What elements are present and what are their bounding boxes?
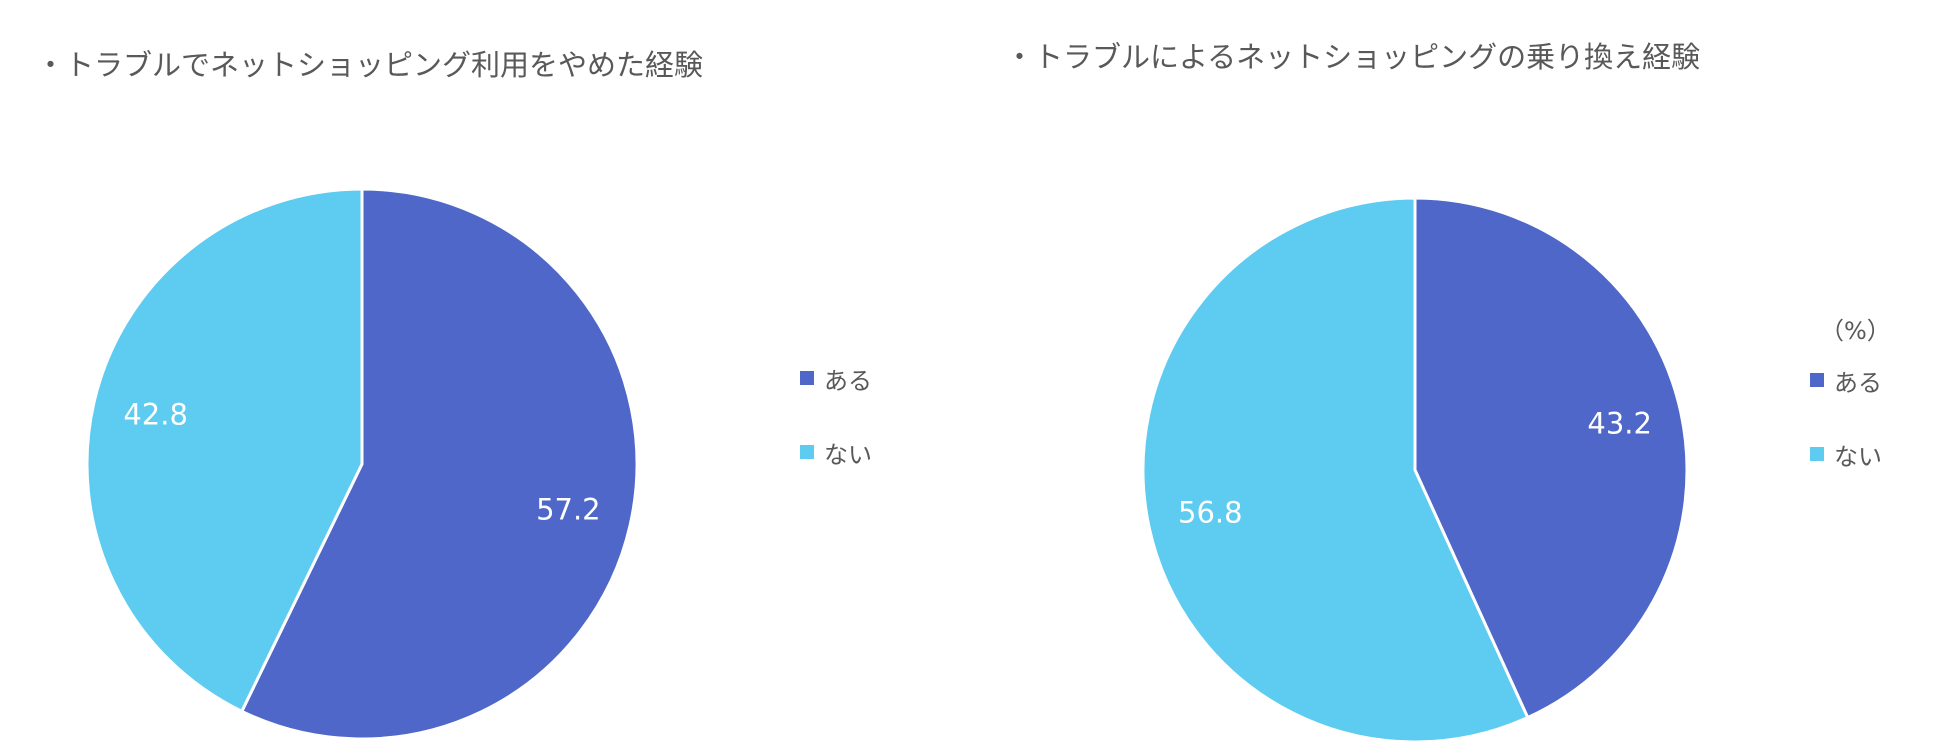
slice-label-aru: 43.2 xyxy=(1587,407,1652,441)
slice-nai xyxy=(85,187,364,713)
legend-label: ない xyxy=(1834,442,1882,471)
legend-item-nai: ない xyxy=(800,432,872,472)
chart-title: ・トラブルによるネットショッピングの乗り換え経験 xyxy=(1005,40,1701,74)
legend: ある ない xyxy=(800,358,872,506)
legend-item-aru: ある xyxy=(800,358,872,398)
legend-label: ある xyxy=(1834,368,1882,397)
chart-panel-left: ・トラブルでネットショッピング利用をやめた経験 57.2 42.8 ある ない xyxy=(36,48,872,741)
chart-panel-right: ・トラブルによるネットショッピングの乗り換え経験 43.2 56.8 （%） ある… xyxy=(975,0,1950,741)
legend: （%） ある ない xyxy=(1810,316,1891,508)
slice-label-aru: 57.2 xyxy=(536,492,601,526)
slice-label-nai: 56.8 xyxy=(1178,495,1243,529)
chart-title: ・トラブルでネットショッピング利用をやめた経験 xyxy=(36,48,704,82)
slice-label-nai: 42.8 xyxy=(123,398,188,432)
legend-item-nai: ない xyxy=(1810,434,1891,474)
legend-swatch-nai xyxy=(800,445,814,459)
legend-swatch-aru xyxy=(800,371,814,385)
legend-label: ある xyxy=(824,366,872,395)
legend-swatch-aru xyxy=(1810,373,1824,387)
slice-aru xyxy=(1413,196,1689,720)
legend-label: ない xyxy=(824,440,872,469)
slice-aru xyxy=(240,187,639,741)
legend-unit-label: （%） xyxy=(1820,317,1891,345)
legend-item-aru: ある xyxy=(1810,360,1891,400)
legend-swatch-nai xyxy=(1810,447,1824,461)
pie-chart: 57.2 42.8 xyxy=(85,187,639,741)
pie-chart: 43.2 56.8 xyxy=(1141,196,1689,741)
